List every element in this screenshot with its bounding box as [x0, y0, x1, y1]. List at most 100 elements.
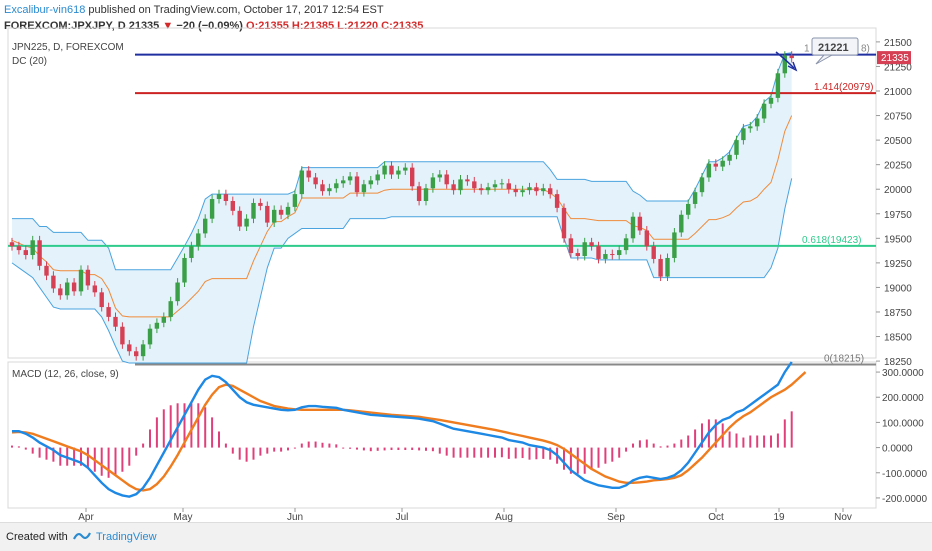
macd-histogram-bar [507, 447, 510, 459]
macd-histogram-bar [569, 447, 572, 474]
candle-body [720, 160, 725, 167]
macd-histogram-bar [576, 447, 579, 474]
fib-0618-label: 0.618(19423) [802, 235, 862, 246]
macd-histogram-bar [776, 433, 779, 448]
macd-histogram-bar [218, 431, 220, 448]
price-axis-label: 19750 [884, 210, 912, 221]
candle-body [175, 282, 180, 302]
tradingview-brand-link[interactable]: TradingView [96, 531, 157, 543]
price-axis-label: 19500 [884, 234, 912, 245]
candle-body [596, 246, 601, 259]
fib-0-label: 0(18215) [824, 354, 864, 365]
macd-histogram-bar [121, 447, 124, 472]
macd-pane [11, 361, 807, 498]
macd-histogram-bar [611, 447, 614, 462]
candle-body [410, 167, 415, 187]
macd-histogram-bar [38, 447, 41, 458]
candle-body [99, 292, 104, 308]
macd-line [12, 361, 793, 498]
candle-body [223, 194, 229, 201]
candle-body [265, 205, 270, 223]
created-with-text: Created with [6, 531, 68, 543]
author-link[interactable]: Excalibur-vin618 [4, 4, 86, 16]
chart-canvas[interactable]: 21500 21250 21000 20750 20500 20250 20000 19750… [0, 0, 932, 522]
macd-histogram-bar [487, 447, 490, 458]
candle-body [230, 201, 235, 211]
candle-body [285, 206, 291, 215]
macd-histogram-bar [155, 417, 158, 448]
candle-body [347, 176, 353, 181]
candle-body [368, 180, 373, 185]
candle-body [37, 240, 42, 266]
macd-histogram-bar [59, 447, 62, 466]
tradingview-logo-icon [73, 532, 91, 540]
macd-axis-label: 0.0000 [882, 444, 913, 455]
macd-histogram-bar [300, 443, 303, 448]
candle-body [534, 187, 539, 192]
macd-histogram-bar [114, 447, 117, 476]
dc-middle-line [11, 115, 793, 318]
candle-body [85, 269, 91, 286]
price-axis-label: 20750 [884, 112, 912, 123]
candle-body [168, 301, 173, 317]
macd-histogram-bar [535, 447, 538, 460]
macd-histogram-bar [694, 429, 697, 448]
macd-axis-label: 300.0000 [882, 368, 924, 379]
candle-body [327, 188, 332, 192]
callout-text: 21221 [818, 42, 849, 54]
macd-histogram-bar [376, 447, 379, 451]
candle-body [30, 240, 35, 256]
macd-histogram-bar [604, 447, 607, 464]
macd-histogram-bar [790, 411, 793, 448]
candle-body [630, 216, 636, 239]
candle-body [548, 188, 553, 195]
candle-body [734, 140, 739, 155]
candle-body [679, 214, 684, 233]
candle-body [361, 184, 367, 193]
macd-histogram-bar [466, 447, 469, 458]
candle-body [140, 344, 146, 357]
macd-histogram-bar [321, 442, 324, 448]
price-pane-frame [7, 27, 877, 359]
candle-body [472, 181, 477, 189]
donchian-channel [11, 52, 793, 364]
macd-histogram-bar [494, 447, 496, 458]
macd-pane-frame [7, 361, 877, 509]
macd-histogram-bar [107, 447, 110, 478]
price-axis-label: 21250 [884, 62, 912, 73]
candle-body [520, 190, 525, 193]
time-axis-label: May [174, 512, 193, 522]
macd-histogram-bar [252, 447, 255, 460]
fib-1-tail-label: 8) [861, 44, 870, 55]
macd-histogram-bar [397, 447, 400, 451]
candle-body [755, 118, 760, 127]
candle-body [451, 184, 456, 191]
candle-body [44, 265, 49, 276]
candle-body [479, 188, 484, 191]
macd-histogram-bar [563, 447, 565, 470]
candle-body [589, 242, 594, 247]
price-legend-dc: DC (20) [12, 56, 47, 67]
macd-histogram-bar [52, 447, 55, 462]
price-axis-label: 18750 [884, 308, 912, 319]
candle-body [389, 165, 394, 175]
price-axis-label: 20000 [884, 185, 912, 196]
macd-histogram-bar [383, 447, 386, 451]
candle-body [278, 209, 284, 215]
dc-lower-line [11, 178, 793, 364]
candle-body [686, 203, 691, 215]
candle-body [71, 282, 77, 292]
macd-histogram-bar [162, 409, 165, 448]
macd-histogram-bar [459, 447, 462, 458]
macd-histogram-bar [687, 435, 690, 448]
price-axis-label: 18250 [884, 357, 912, 368]
macd-histogram-bar [714, 419, 717, 448]
macd-histogram-bar [549, 447, 552, 460]
candle-body [251, 202, 256, 219]
chart-header: Excalibur-vin618 published on TradingVie… [4, 2, 423, 34]
candle-body [334, 183, 339, 189]
candle-body [623, 238, 629, 251]
candle-body [113, 316, 118, 327]
macd-histogram-bar [349, 447, 352, 449]
candle-body [610, 254, 615, 256]
